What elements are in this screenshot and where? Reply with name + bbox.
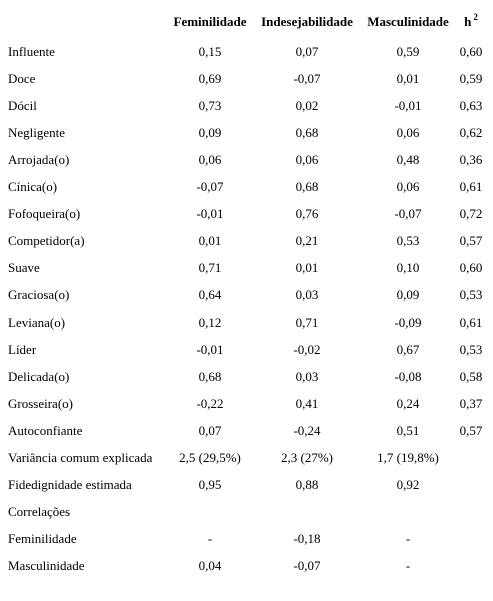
row-label: Correlações	[8, 504, 71, 519]
cell-feminilidade: 2,5 (29,5%)	[179, 450, 241, 465]
cell-feminilidade: 0,64	[198, 287, 222, 302]
cell-feminilidade: -0,07	[196, 179, 224, 194]
row-label: Variância comum explicada	[8, 450, 153, 465]
cell-masculinidade: 0,59	[396, 44, 420, 59]
cell-h2: 0,61	[459, 179, 483, 194]
cell-indesejabilidade: 0,76	[295, 206, 319, 221]
row-label: Líder	[8, 342, 37, 357]
cell-masculinidade: 0,53	[396, 233, 420, 248]
cell-feminilidade: 0,69	[198, 71, 222, 86]
cell-indesejabilidade: -0,24	[293, 423, 321, 438]
cell-indesejabilidade: 0,68	[295, 179, 319, 194]
cell-indesejabilidade: 0,06	[295, 152, 319, 167]
cell-indesejabilidade: -0,02	[293, 342, 321, 357]
row-label: Suave	[8, 260, 40, 275]
cell-masculinidade: -0,08	[394, 369, 422, 384]
cell-feminilidade: -0,01	[196, 206, 224, 221]
cell-masculinidade: 0,92	[396, 477, 420, 492]
cell-h2: 0,72	[459, 206, 483, 221]
row-label: Competidor(a)	[8, 233, 85, 248]
cell-h2: 0,53	[459, 287, 483, 302]
cell-masculinidade: 0,06	[396, 125, 420, 140]
cell-masculinidade: 1,7 (19,8%)	[377, 450, 439, 465]
cell-indesejabilidade: 0,02	[295, 98, 319, 113]
cell-feminilidade: 0,68	[198, 369, 222, 384]
cell-h2: 0,59	[459, 71, 483, 86]
cell-indesejabilidade: 0,68	[295, 125, 319, 140]
header-h2-base: h	[464, 14, 472, 29]
cell-feminilidade: -0,22	[196, 396, 224, 411]
cell-masculinidade: 0,48	[396, 152, 420, 167]
cell-feminilidade: 0,12	[198, 315, 222, 330]
row-label: Grosseira(o)	[8, 396, 73, 411]
cell-masculinidade: -	[405, 558, 411, 573]
cell-feminilidade: 0,07	[198, 423, 222, 438]
row-label: Delicada(o)	[8, 369, 70, 384]
header-feminilidade: Feminilidade	[173, 14, 247, 29]
cell-feminilidade: 0,01	[198, 233, 222, 248]
cell-masculinidade: 0,01	[396, 71, 420, 86]
cell-feminilidade: 0,73	[198, 98, 222, 113]
cell-feminilidade: 0,95	[198, 477, 222, 492]
cell-h2: 0,60	[459, 260, 483, 275]
cell-masculinidade: 0,51	[396, 423, 420, 438]
cell-feminilidade: 0,09	[198, 125, 222, 140]
cell-indesejabilidade: -0,07	[293, 558, 321, 573]
cell-masculinidade: -0,07	[394, 206, 422, 221]
row-label: Fofoqueira(o)	[8, 206, 81, 221]
row-label: Cínica(o)	[8, 179, 58, 194]
cell-h2: 0,36	[459, 152, 483, 167]
cell-masculinidade: -	[405, 531, 411, 546]
cell-indesejabilidade: -0,18	[293, 531, 321, 546]
row-label: Graciosa(o)	[8, 287, 70, 302]
cell-h2: 0,63	[459, 98, 483, 113]
cell-indesejabilidade: 0,01	[295, 260, 319, 275]
row-label: Masculinidade	[8, 558, 85, 573]
cell-feminilidade: 0,06	[198, 152, 222, 167]
cell-feminilidade: 0,15	[198, 44, 222, 59]
cell-feminilidade: 0,71	[198, 260, 222, 275]
cell-h2: 0,57	[459, 233, 483, 248]
cell-h2: 0,37	[459, 396, 483, 411]
cell-masculinidade: 0,06	[396, 179, 420, 194]
cell-indesejabilidade: 0,03	[295, 287, 319, 302]
cell-feminilidade: -	[207, 531, 213, 546]
row-label: Fidedignidade estimada	[8, 477, 132, 492]
cell-indesejabilidade: 0,07	[295, 44, 319, 59]
header-h2-superscript: 2	[473, 12, 478, 22]
header-indesejabilidade: Indesejabilidade	[261, 14, 353, 29]
cell-h2: 0,60	[459, 44, 483, 59]
row-label: Feminilidade	[8, 531, 77, 546]
row-label: Negligente	[8, 125, 66, 140]
cell-h2: 0,61	[459, 315, 483, 330]
row-label: Influente	[8, 44, 55, 59]
cell-feminilidade: -0,01	[196, 342, 224, 357]
cell-indesejabilidade: 0,03	[295, 369, 319, 384]
cell-h2: 0,62	[459, 125, 483, 140]
cell-indesejabilidade: 0,71	[295, 315, 319, 330]
row-label: Leviana(o)	[8, 315, 66, 330]
cell-indesejabilidade: 0,41	[295, 396, 319, 411]
cell-masculinidade: 0,09	[396, 287, 420, 302]
cell-masculinidade: 0,67	[396, 342, 420, 357]
cell-feminilidade: 0,04	[198, 558, 222, 573]
cell-h2: 0,53	[459, 342, 483, 357]
cell-masculinidade: 0,24	[396, 396, 420, 411]
cell-indesejabilidade: 0,88	[295, 477, 319, 492]
cell-masculinidade: -0,01	[394, 98, 422, 113]
row-label: Dócil	[8, 98, 37, 113]
row-label: Arrojada(o)	[8, 152, 70, 167]
cell-indesejabilidade: 0,21	[295, 233, 319, 248]
cell-h2: 0,57	[459, 423, 483, 438]
cell-masculinidade: -0,09	[394, 315, 422, 330]
cell-h2: 0,58	[459, 369, 483, 384]
cell-masculinidade: 0,10	[396, 260, 420, 275]
row-label: Autoconfiante	[8, 423, 83, 438]
cell-indesejabilidade: -0,07	[293, 71, 321, 86]
header-masculinidade: Masculinidade	[367, 14, 449, 29]
row-label: Doce	[8, 71, 36, 86]
cell-indesejabilidade: 2,3 (27%)	[281, 450, 333, 465]
